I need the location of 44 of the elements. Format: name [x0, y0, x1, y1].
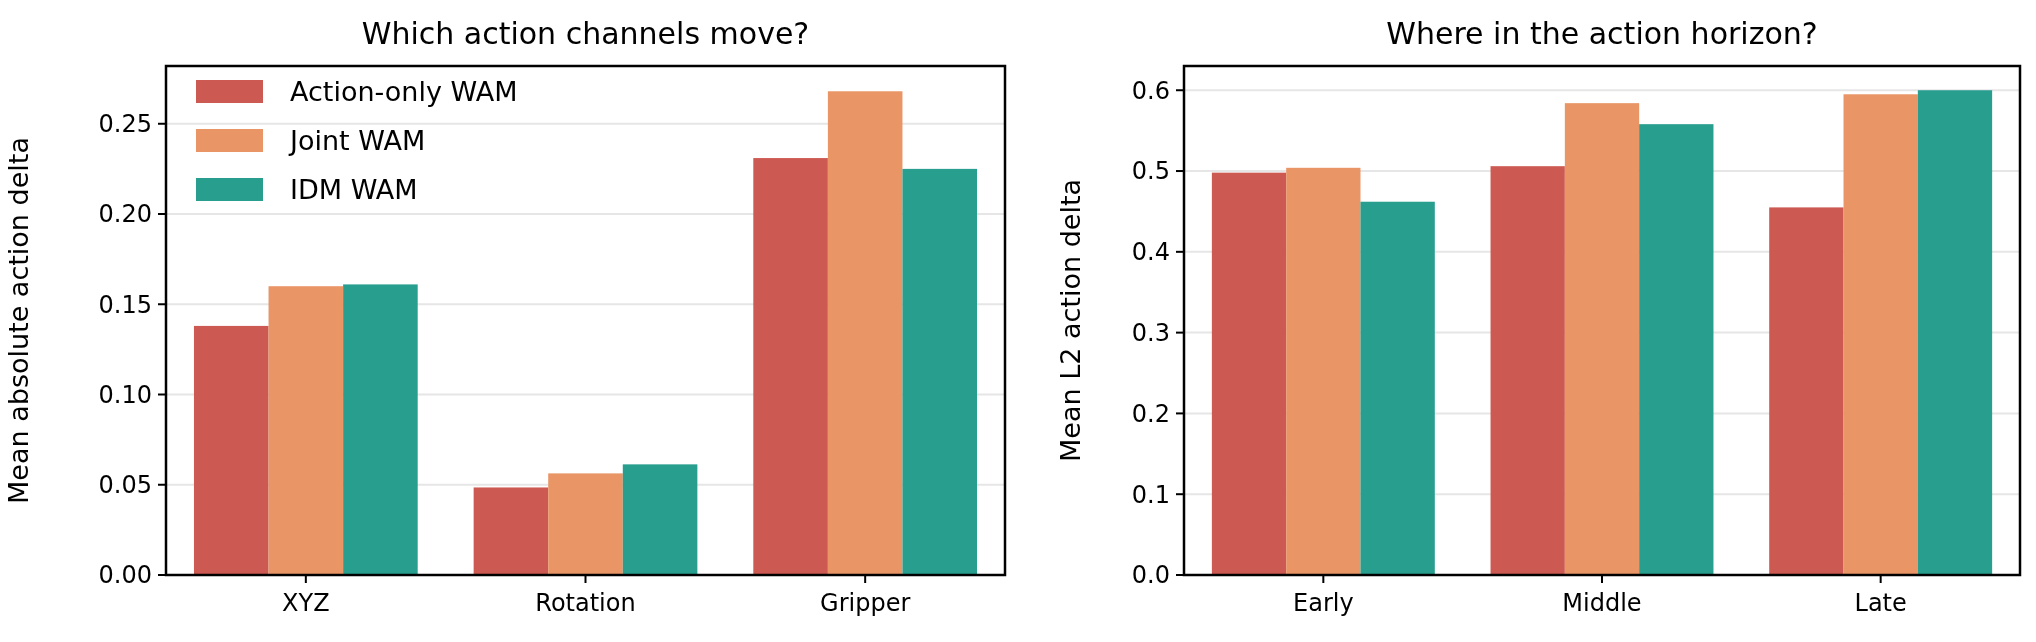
y-tick-label: 0.15 — [98, 290, 152, 319]
bar — [473, 487, 549, 575]
bar — [902, 168, 978, 575]
y-tick-label: 0.5 — [1131, 157, 1170, 186]
y-tick-label: 0.25 — [98, 110, 152, 139]
legend-label: Action-only WAM — [290, 76, 518, 108]
y-tick-label: 0.4 — [1131, 238, 1170, 267]
x-tick-label: Gripper — [820, 589, 911, 617]
bar — [343, 284, 418, 575]
y-tick-label: 0.3 — [1131, 319, 1170, 348]
x-tick-label: Rotation — [535, 589, 636, 617]
bar — [1564, 103, 1640, 575]
y-tick-label: 0.6 — [1131, 76, 1170, 105]
y-tick-label: 0.00 — [98, 561, 152, 590]
x-tick-label: XYZ — [282, 589, 330, 617]
bar — [827, 91, 903, 575]
y-tick-label: 0.0 — [1131, 561, 1170, 590]
y-tick-label: 0.1 — [1131, 480, 1170, 509]
bar — [1769, 207, 1844, 575]
y-axis-title: Mean L2 action delta — [1055, 178, 1086, 463]
bar — [1639, 124, 1714, 575]
y-tick-label: 0.20 — [98, 200, 152, 229]
y-axis-title: Mean absolute action delta — [3, 137, 34, 504]
bar — [193, 325, 269, 575]
y-tick-label: 0.10 — [98, 380, 152, 409]
bar — [268, 286, 344, 575]
legend-label: Joint WAM — [288, 125, 426, 157]
y-tick-label: 0.2 — [1131, 399, 1170, 428]
x-tick-label: Middle — [1562, 589, 1642, 617]
legend-label: IDM WAM — [290, 174, 418, 206]
bar — [1843, 94, 1918, 575]
chart-title: Where in the action horizon? — [1386, 16, 1818, 51]
bar — [1211, 172, 1287, 575]
bar — [622, 464, 698, 575]
bar — [548, 473, 623, 575]
bar — [1917, 90, 1993, 575]
bar — [1490, 166, 1565, 575]
bar — [1360, 201, 1435, 575]
x-tick-label: Early — [1293, 589, 1354, 617]
chart-title: Which action channels move? — [361, 16, 810, 51]
y-tick-label: 0.05 — [98, 471, 152, 500]
bar — [753, 158, 828, 575]
bar — [1286, 167, 1361, 575]
x-tick-label: Late — [1854, 589, 1907, 617]
